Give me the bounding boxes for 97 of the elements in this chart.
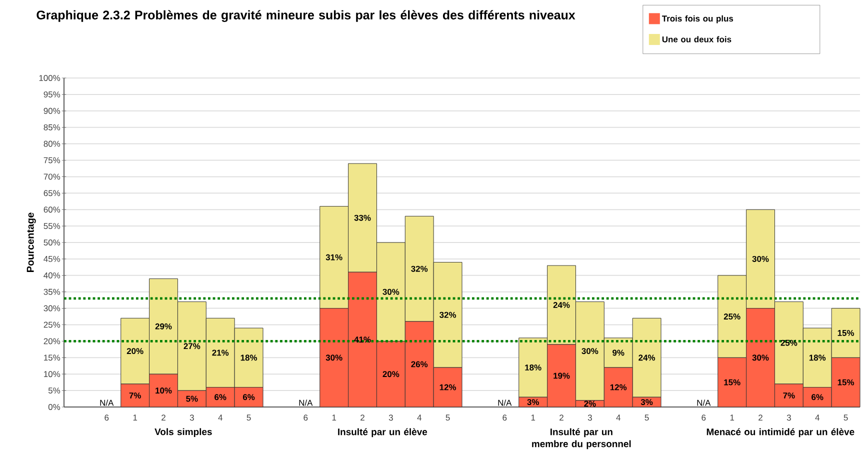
x-tick-label: 5 (246, 414, 251, 421)
x-tick-label: 2 (758, 414, 762, 421)
y-tick-label: 90% (44, 108, 60, 114)
text: Insulté par un élève (338, 428, 428, 438)
y-tick-label: 55% (44, 223, 60, 230)
y-tick-label: 100% (39, 75, 60, 81)
y-axis-title: Pourcentage (26, 212, 36, 272)
x-tick-label: 6 (304, 414, 308, 421)
data-label: 26% (411, 361, 428, 368)
text: N/A (498, 400, 512, 406)
x-tick-label: 1 (730, 414, 734, 420)
y-tick-label: 70% (44, 174, 60, 180)
data-label: 19% (554, 372, 570, 379)
y-tick-label: 20% (44, 338, 60, 344)
data-label: 15% (838, 379, 854, 386)
data-label: 21% (212, 350, 229, 356)
x-tick-label: 3 (786, 414, 791, 421)
text: N/A (697, 400, 711, 406)
x-tick-label: 6 (702, 414, 706, 421)
data-label: 27% (184, 343, 200, 350)
y-tick-label: 50% (44, 240, 60, 246)
x-tick-label: 3 (588, 414, 592, 421)
x-tick-label: 1 (332, 414, 336, 420)
data-label: 33% (354, 214, 371, 221)
text: Vols simples (154, 428, 212, 438)
data-label: 30% (752, 256, 769, 262)
x-tick-label: 4 (815, 414, 820, 420)
data-label: 29% (155, 323, 172, 330)
data-label: 6% (242, 394, 255, 400)
y-tick-label: 80% (44, 140, 60, 147)
y-tick-label: 40% (44, 272, 60, 278)
x-tick-label: 4 (417, 414, 422, 420)
data-label: 32% (411, 266, 428, 272)
data-label: 15% (838, 330, 854, 336)
data-label: 30% (582, 348, 598, 354)
data-label: 32% (440, 312, 456, 318)
y-tick-label: 85% (44, 124, 60, 130)
y-tick-label: 35% (44, 288, 60, 295)
y-tick-label: 75% (44, 157, 60, 164)
data-label: 18% (809, 354, 826, 361)
x-tick-label: 2 (560, 414, 564, 421)
x-tick-label: 5 (644, 414, 649, 421)
data-label: 30% (752, 354, 769, 361)
text: N/A (299, 400, 313, 406)
data-label: 24% (638, 354, 656, 361)
y-tick-label: 30% (44, 305, 60, 312)
y-tick-label: 25% (44, 322, 60, 328)
data-label: 2% (584, 400, 596, 407)
data-label: 6% (812, 394, 824, 400)
y-tick-label: 95% (44, 91, 60, 98)
data-label: 41% (354, 336, 371, 343)
data-label: 20% (126, 348, 144, 354)
y-tick-label: 10% (44, 371, 60, 378)
x-tick-label: 5 (844, 414, 848, 421)
data-label: 7% (783, 392, 795, 398)
x-tick-label: 6 (104, 414, 109, 421)
data-label: 3% (527, 399, 539, 406)
y-tick-label: 60% (44, 206, 60, 213)
x-tick-label: 3 (190, 414, 194, 421)
data-label: 6% (214, 394, 226, 400)
data-label: 5% (186, 396, 198, 402)
data-label: 12% (440, 384, 456, 390)
data-label: 9% (612, 350, 624, 356)
data-label: 12% (610, 384, 627, 390)
data-label: 30% (382, 288, 400, 295)
x-tick-label: 2 (360, 414, 364, 421)
text: N/A (100, 400, 114, 406)
data-label: 25% (780, 340, 798, 346)
x-tick-label: 4 (616, 414, 620, 420)
data-label: 30% (326, 354, 342, 361)
data-label: 18% (525, 364, 542, 371)
x-tick-label: 3 (388, 414, 393, 421)
text: Insulté par un membre du personnel (532, 428, 631, 450)
x-tick-label: 5 (446, 414, 450, 421)
chart-title: Graphique 2.3.2 Problèmes de gravité mineure subis par les élèves des différents niveaux (36, 10, 576, 22)
legend-label: Une ou deux fois (662, 36, 732, 42)
x-tick-label: 1 (531, 414, 536, 420)
legend-label: Trois fois ou plus (662, 15, 734, 24)
data-label: 10% (156, 388, 172, 394)
y-tick-label: 15% (44, 354, 60, 361)
text: Menacé ou intimidé par un élève (706, 428, 854, 438)
data-label: 18% (240, 354, 258, 361)
y-tick-label: 5% (48, 388, 60, 394)
data-label: 31% (326, 254, 342, 260)
y-tick-label: 65% (44, 190, 60, 196)
data-label: 20% (382, 371, 400, 378)
data-label: 3% (640, 399, 653, 406)
y-tick-label: 45% (44, 256, 60, 262)
x-tick-label: 2 (162, 414, 166, 421)
data-label: 25% (724, 314, 740, 320)
data-label: 24% (553, 302, 570, 308)
x-tick-label: 4 (218, 414, 222, 420)
x-tick-label: 6 (502, 414, 507, 421)
data-label: 15% (724, 379, 740, 386)
y-tick-label: 0% (48, 404, 60, 410)
x-tick-label: 1 (133, 414, 138, 420)
data-label: 7% (129, 392, 141, 398)
